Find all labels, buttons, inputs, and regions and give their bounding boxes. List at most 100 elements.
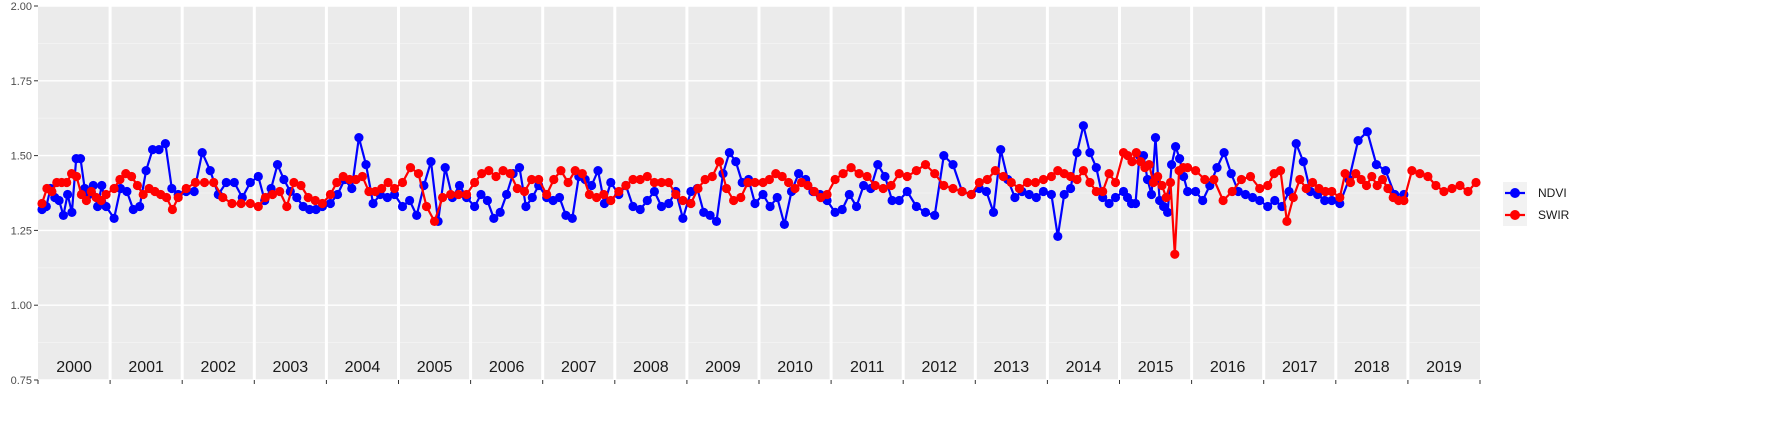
data-point [253,201,263,212]
data-point [279,174,289,185]
year-label: 2004 [345,359,381,376]
data-point [115,174,125,185]
data-point [332,189,343,200]
data-point [649,186,660,197]
data-point [325,198,335,209]
data-point [1407,166,1417,176]
year-label: 2009 [705,359,741,376]
data-point [1150,133,1161,143]
data-point [846,163,856,173]
data-point [1282,216,1292,226]
data-point [577,169,587,179]
data-point [325,189,335,200]
data-point [1415,169,1425,179]
data-point [132,180,142,191]
data-point [671,189,681,200]
data-point [389,183,400,194]
data-point [1038,174,1048,185]
data-point [1110,177,1121,188]
data-point [412,210,422,220]
data-point [707,171,717,182]
data-point [711,216,722,226]
data-point [67,207,77,217]
data-point [221,177,231,188]
data-point [54,195,64,206]
data-point [1066,183,1076,194]
data-point [141,166,151,176]
data-point [1171,142,1181,152]
data-point [1212,163,1222,173]
data-point [635,174,645,185]
data-point [81,195,91,206]
data-point [454,180,465,191]
data-point [1153,171,1163,182]
data-point [1245,171,1256,182]
data-point [173,192,183,203]
data-point [974,177,984,188]
data-point [621,180,631,191]
data-point [181,183,191,194]
data-point [197,148,207,158]
data-point [438,192,448,203]
data-point [948,160,958,170]
data-point [109,183,119,194]
data-point [642,195,652,206]
data-point [700,174,710,185]
data-point [71,171,82,182]
legend-key-point [1510,188,1520,198]
data-point [218,192,228,203]
data-point [838,169,848,179]
data-point [101,189,111,200]
data-point [292,192,302,203]
data-point [859,180,869,191]
legend-label: NDVI [1538,186,1567,200]
data-point [567,213,577,223]
data-point [542,189,552,200]
data-point [1371,160,1381,170]
data-point [272,160,283,170]
data-point [1046,171,1056,182]
data-point [966,189,976,200]
data-point [1308,177,1318,188]
year-label: 2013 [994,359,1030,376]
data-point [227,198,237,209]
data-point [784,177,794,188]
data-point [1198,195,1208,206]
data-point [345,174,355,185]
data-point [368,198,378,209]
series-layer [37,121,1481,259]
year-label: 2006 [489,359,525,376]
data-point [502,189,512,200]
data-point [678,195,688,206]
data-point [1175,154,1185,164]
data-point [1218,195,1228,206]
data-point [1372,180,1382,191]
data-point [446,189,456,200]
data-point [606,195,616,206]
data-point [549,174,559,185]
data-point [1356,174,1366,185]
data-point [822,189,832,200]
y-tick-label: 2.00 [11,1,32,13]
data-point [534,174,544,185]
legend-label: SWIR [1538,208,1570,222]
data-point [1361,180,1372,191]
year-label: 2018 [1354,359,1390,376]
data-point [750,177,760,188]
data-point [1431,180,1441,191]
data-point [397,177,408,188]
data-point [470,201,480,212]
y-tick-label: 0.75 [11,375,32,387]
data-point [1200,174,1210,185]
data-point [275,186,285,197]
data-point [1423,171,1433,182]
y-tick-label: 1.75 [11,76,32,88]
y-tick-label: 1.00 [11,300,32,312]
data-point [161,192,172,203]
data-point [62,177,72,188]
data-point [854,169,864,179]
data-point [1183,163,1193,173]
data-point [1219,148,1229,158]
data-point [1455,180,1465,191]
data-point [413,169,424,179]
